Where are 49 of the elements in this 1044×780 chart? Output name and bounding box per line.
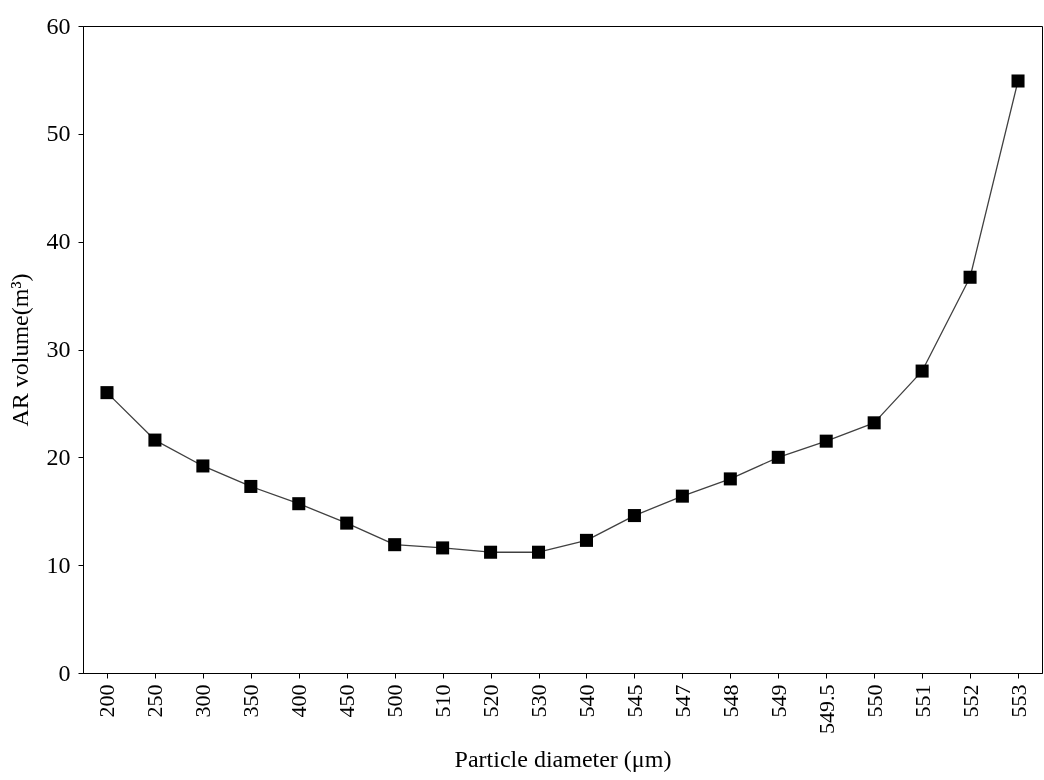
point [723,472,737,486]
point [436,541,450,555]
point [915,364,929,378]
x-tick-label: 549.5 [813,684,839,734]
x-tick-label: 553 [1005,684,1031,718]
x-tick-label: 540 [573,684,599,718]
point [627,509,641,523]
x-tick-label: 548 [717,684,743,718]
point [963,270,977,284]
y-tick-label: 0 [58,659,71,686]
point [579,533,593,547]
x-tick-label: 549 [765,684,791,718]
y-tick-label: 30 [46,336,71,362]
y-tick-label: 40 [46,228,71,255]
y-tick-label: 50 [46,120,71,147]
point [1011,74,1025,88]
x-tick-label: 552 [957,684,983,718]
point [244,479,258,493]
x-tick-label: 450 [334,684,360,718]
x-tick-label: 510 [430,684,456,718]
x-tick-label: 300 [190,684,216,718]
x-axis-title: Particle diameter (μm) [454,746,672,772]
point [340,516,354,530]
y-tick-label: 20 [46,443,71,470]
point [148,433,162,447]
x-tick-label: 520 [478,684,504,718]
point [388,538,402,552]
point [867,416,881,430]
y-axis-title: AR volume(m³) [6,273,33,427]
point [196,459,210,473]
x-tick-label: 200 [94,684,120,718]
x-tick-label: 551 [909,684,935,718]
point [292,497,306,511]
x-tick-label: 400 [286,684,312,718]
point [532,545,546,559]
point [675,489,689,503]
x-tick-label: 545 [621,684,647,718]
x-tick-label: 550 [861,684,887,718]
y-tick-label: 10 [46,551,71,578]
x-tick-label: 350 [238,684,264,718]
point [484,545,498,559]
x-tick-label: 530 [526,684,552,718]
point [771,450,785,464]
y-tick-label: 60 [46,12,71,39]
x-tick-label: 547 [669,684,695,718]
x-tick-label: 250 [142,684,168,718]
point [100,386,114,400]
x-tick-label: 500 [382,684,408,718]
point [819,434,833,448]
